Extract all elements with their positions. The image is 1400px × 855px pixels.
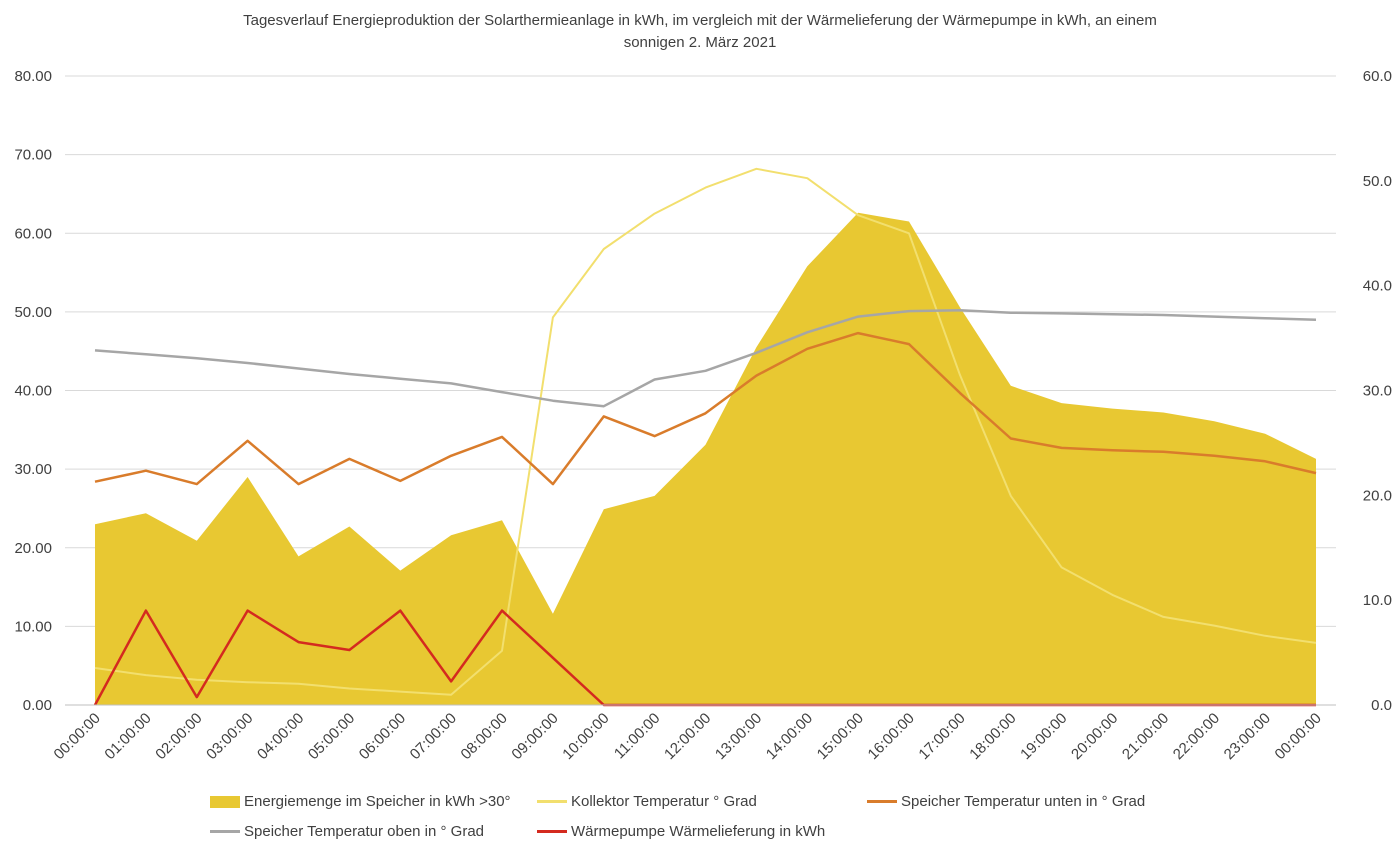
x-tick-label: 18:00:00 [966, 710, 1019, 763]
x-tick-label: 04:00:00 [254, 710, 307, 763]
chart-title-line-2: sonnigen 2. März 2021 [623, 34, 777, 51]
series-line-1 [94, 167, 1317, 696]
series-area-0 [95, 212, 1316, 706]
legend-swatch-energiemenge [210, 795, 240, 808]
x-tick-label: 06:00:00 [356, 710, 409, 763]
legend-swatch-kollektor [537, 800, 567, 803]
y-right-tick-label: 30.0 [1363, 383, 1392, 400]
y-left-tick-label: 60.00 [14, 225, 52, 242]
x-tick-label: 17:00:00 [915, 710, 968, 763]
x-tick-label: 13:00:00 [712, 710, 765, 763]
x-tick-label: 11:00:00 [611, 710, 664, 763]
y-right-tick-label: 20.0 [1363, 487, 1392, 504]
legend-label-kollektor: Kollektor Temperatur ° Grad [571, 793, 757, 810]
x-tick-label: 01:00:00 [101, 710, 154, 763]
x-tick-label: 12:00:00 [661, 710, 714, 763]
legend-label-speicher-unten: Speicher Temperatur unten in ° Grad [901, 793, 1146, 810]
legend-item-waermepumpe: Wärmepumpe Wärmelieferung in kWh [537, 823, 825, 840]
y-left-tick-label: 40.00 [14, 383, 52, 400]
legend-label-waermepumpe: Wärmepumpe Wärmelieferung in kWh [571, 823, 826, 840]
series-line-3 [94, 309, 1317, 408]
y-right-tick-label: 60.0 [1363, 68, 1392, 85]
chart-title-line-1: Tagesverlauf Energieproduktion der Solar… [243, 12, 1157, 29]
x-tick-label: 00:00:00 [1272, 710, 1325, 763]
x-tick-label: 14:00:00 [763, 710, 816, 763]
x-tick-label: 02:00:00 [152, 710, 205, 763]
x-tick-label: 05:00:00 [305, 710, 358, 763]
x-tick-label: 16:00:00 [865, 710, 918, 763]
chart-plot: 0.00 10.00 20.00 30.00 40.00 50.00 60.00 70.00 8… [14, 68, 1392, 763]
legend-item-energiemenge: Energiemenge im Speicher in kWh >30° [210, 793, 511, 810]
x-tick-label: 23:00:00 [1221, 710, 1274, 763]
x-tick-label: 08:00:00 [458, 710, 511, 763]
x-tick-label: 22:00:00 [1170, 710, 1223, 763]
x-tick-label: 03:00:00 [203, 710, 256, 763]
area-series [95, 212, 1316, 706]
y-right-tick-label: 40.0 [1363, 278, 1392, 295]
x-tick-label: 10:00:00 [559, 710, 612, 763]
y-left-tick-label: 80.00 [14, 68, 52, 85]
y-left-tick-label: 30.00 [14, 461, 52, 478]
legend-label-energiemenge: Energiemenge im Speicher in kWh >30° [244, 793, 511, 810]
legend-item-kollektor: Kollektor Temperatur ° Grad [537, 793, 757, 810]
y-right-tick-label: 50.0 [1363, 173, 1392, 190]
y-left-tick-label: 50.00 [14, 304, 52, 321]
legend-item-speicher-oben: Speicher Temperatur oben in ° Grad [210, 823, 484, 840]
y-right-tick-label: 0.0 [1371, 697, 1392, 714]
x-tick-label: 09:00:00 [508, 710, 561, 763]
legend-swatch-speicher-oben [210, 830, 240, 833]
x-tick-label: 21:00:00 [1119, 710, 1172, 763]
x-tick-label: 00:00:00 [51, 710, 104, 763]
legend-swatch-speicher-unten [867, 800, 897, 803]
y-left-tick-label: 20.00 [14, 540, 52, 557]
y-left-tick-label: 70.00 [14, 147, 52, 164]
y-right-tick-label: 10.0 [1363, 592, 1392, 609]
legend-item-speicher-unten: Speicher Temperatur unten in ° Grad [867, 793, 1145, 810]
x-tick-label: 15:00:00 [814, 710, 867, 763]
chart-title: Tagesverlauf Energieproduktion der Solar… [100, 10, 1300, 54]
series-line-2 [94, 331, 1317, 486]
x-tick-label: 20:00:00 [1068, 710, 1121, 763]
legend-label-speicher-oben: Speicher Temperatur oben in ° Grad [244, 823, 485, 840]
y-left-tick-label: 0.00 [23, 697, 52, 714]
x-tick-label: 07:00:00 [407, 710, 460, 763]
y-left-tick-label: 10.00 [14, 618, 52, 635]
legend-swatch-waermepumpe [537, 830, 567, 833]
x-tick-label: 19:00:00 [1017, 710, 1070, 763]
